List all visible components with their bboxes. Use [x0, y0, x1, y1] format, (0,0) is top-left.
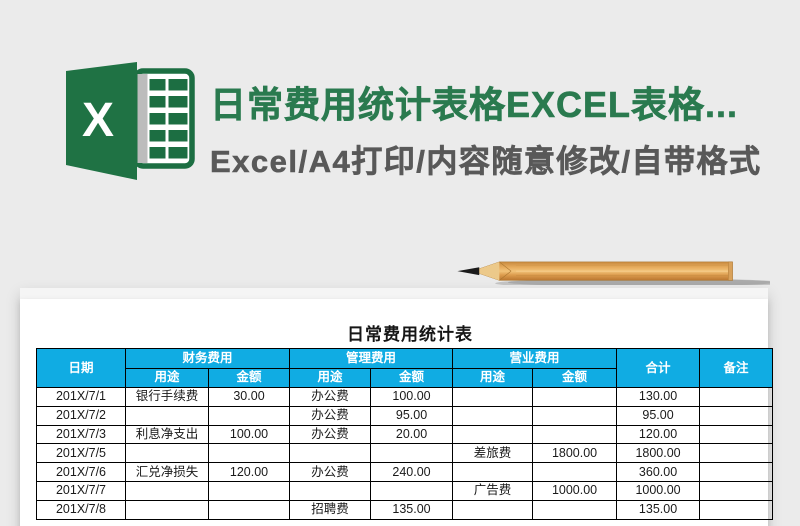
svg-text:X: X: [82, 94, 114, 147]
